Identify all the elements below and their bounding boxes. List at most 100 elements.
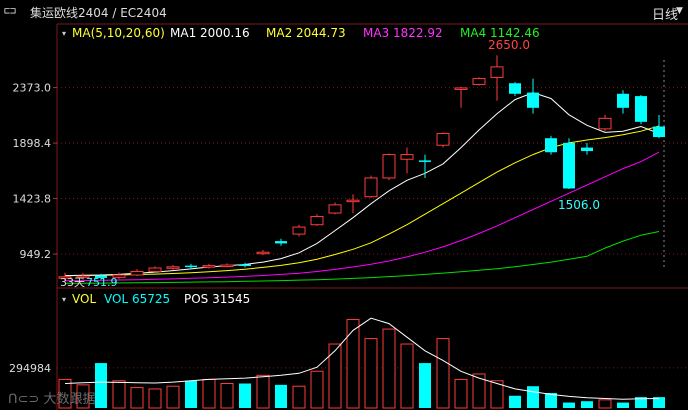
ma1-value: MA1 2000.16 (170, 26, 250, 40)
volume-bar-down (95, 363, 107, 408)
candle-body-up (328, 204, 342, 214)
ma4-line (65, 231, 660, 284)
candle-body-down (95, 275, 107, 278)
watermark-text: 大数跟据 (43, 392, 96, 407)
y-tick-label: 2373.0 (13, 82, 52, 95)
candle-body-up (436, 133, 450, 146)
ma-indicator-label[interactable]: MA(5,10,20,60) (72, 26, 165, 40)
volume-bar-down (275, 384, 287, 408)
volume-bar-up (382, 328, 396, 409)
volume-bar-down (635, 397, 647, 408)
volume-bar-up (58, 378, 72, 409)
candle-body-up (310, 216, 324, 226)
volume-bar-up (130, 387, 144, 409)
candle-body-up (58, 276, 72, 279)
volume-bar-down (509, 395, 521, 408)
volume-bar-up (346, 319, 360, 409)
candle-body-down (581, 147, 593, 152)
volume-bar-up (400, 343, 414, 409)
candle-body-down (509, 83, 521, 94)
candle-body-down (563, 142, 575, 189)
candle-body-up (256, 251, 270, 255)
volume-bar-up (112, 380, 126, 409)
volume-bar-up (292, 385, 306, 409)
volume-bar-up (166, 385, 180, 409)
volume-bar-down (653, 397, 665, 408)
chevron-down-icon[interactable]: ▼ (676, 6, 683, 16)
candle-body-down (635, 96, 647, 122)
volume-bar-down (581, 401, 593, 408)
volume-bar-down (545, 393, 557, 408)
volume-bar-down (239, 383, 251, 408)
days-price-label: 751.9 (86, 276, 118, 289)
period-selector[interactable]: 日线 (652, 8, 679, 23)
y-tick-label: 1898.4 (13, 137, 52, 150)
ma1-line (64, 92, 660, 277)
candle-body-up (220, 264, 234, 268)
candle-body-up (454, 87, 468, 90)
candle-body-down (545, 138, 557, 153)
volume-bar-up (76, 384, 90, 409)
volume-bar-up (472, 373, 486, 409)
watermark: ᑎ⊂⊃ 大数跟据 (8, 388, 95, 407)
candle-body-down (419, 160, 431, 162)
volume-bar-up (220, 383, 234, 409)
candle-body-up (400, 154, 414, 160)
candle-body-down (617, 93, 629, 108)
y-tick-label: 949.2 (20, 248, 52, 261)
candle-body-down (185, 265, 197, 268)
volume-bar-up (454, 378, 468, 409)
candle-body-up (166, 266, 180, 269)
vol-value: VOL 65725 (104, 292, 171, 306)
candle-body-up (292, 226, 306, 235)
volume-bar-up (598, 399, 612, 409)
collapse-icon[interactable]: ▾ (62, 29, 67, 38)
ma3-value: MA3 1822.92 (363, 26, 443, 40)
candle-body-down (239, 264, 251, 266)
candle-body-up (472, 78, 486, 85)
volume-ma-line (64, 317, 660, 400)
ma4-value: MA4 1142.46 (460, 26, 540, 40)
volume-bar-down (617, 402, 629, 408)
logo-icon: ᑎ⊂⊃ (8, 392, 40, 407)
candle-body-up (382, 154, 396, 179)
candle-body-down (275, 241, 287, 244)
candle-body-up (76, 275, 90, 279)
candle-body-up (364, 177, 378, 198)
volume-bar-down (419, 363, 431, 408)
volume-bar-up (328, 343, 342, 409)
ma2-line (64, 125, 660, 277)
ma3-line (64, 151, 660, 282)
volume-bar-up (256, 374, 270, 409)
vol-indicator-label[interactable]: VOL (72, 292, 97, 306)
y-tick-label: 1423.8 (13, 193, 52, 206)
contract-title: 集运欧线2404 / EC2404 (30, 6, 167, 20)
volume-bar-up (202, 378, 216, 409)
candle-body-up (346, 199, 360, 203)
volume-bar-up (310, 370, 324, 409)
volume-bar-up (436, 338, 450, 409)
volume-bar-down (563, 402, 575, 408)
candle-body-up (202, 265, 216, 268)
high-price-label: 2650.0 (488, 38, 530, 52)
volume-bar-up (364, 338, 378, 409)
pos-value: POS 31545 (184, 292, 251, 306)
vol-tick-label: 294984 (9, 362, 51, 375)
volume-bar-up (490, 380, 504, 409)
candle-body-up (130, 270, 144, 276)
candle-body-down (653, 126, 665, 138)
candle-body-down (527, 92, 539, 108)
candle-body-up (598, 117, 612, 130)
volume-bar-up (148, 388, 162, 409)
volume-bar-down (527, 386, 539, 408)
candle-body-up (112, 274, 126, 278)
days-count-label: 33天 (60, 276, 85, 289)
candle-body-up (490, 66, 504, 78)
low-price-label: 1506.0 (558, 198, 600, 212)
volume-bar-down (185, 380, 197, 408)
collapse-icon[interactable]: ▾ (62, 295, 67, 304)
contract-menu-icon[interactable]: ⊏⊐ (4, 6, 17, 17)
title-bar: ⊏⊐ 集运欧线2404 / EC2404 日线 ▼ (0, 0, 688, 24)
candle-body-up (148, 267, 162, 272)
